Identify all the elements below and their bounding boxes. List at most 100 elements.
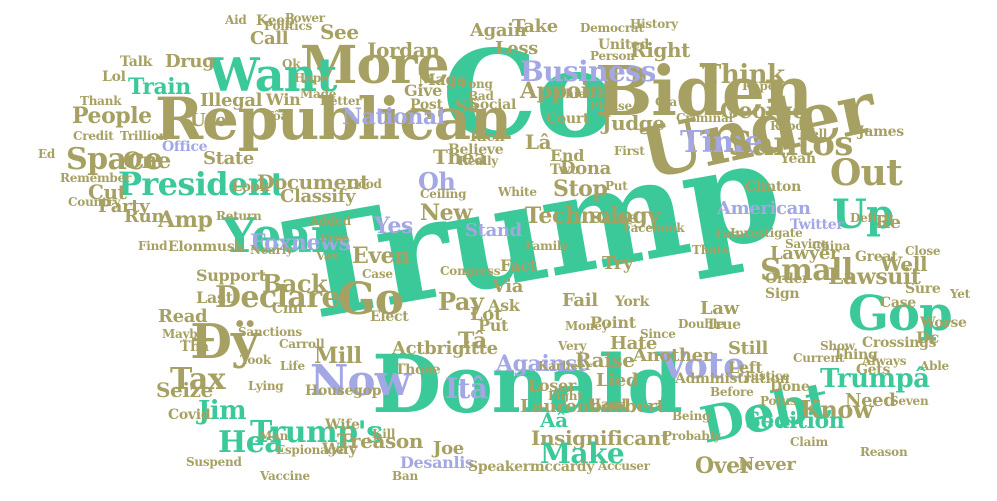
cloud-word: Cnn (272, 301, 303, 317)
cloud-word: Saying (785, 237, 829, 251)
cloud-word: Technology (525, 203, 660, 229)
cloud-word: Small (760, 253, 853, 288)
cloud-word: Up (832, 191, 894, 238)
cloud-word: Politics (264, 19, 313, 33)
cloud-word: Suspend (186, 455, 242, 469)
cloud-word: Want (208, 48, 337, 102)
cloud-word: Back (262, 269, 328, 298)
cloud-word: Stand (465, 220, 522, 241)
cloud-word: Court (546, 111, 590, 127)
cloud-word: Santos (728, 124, 853, 164)
cloud-word: Tôa (265, 109, 289, 123)
cloud-word: New (420, 200, 472, 226)
cloud-word: Lied (596, 370, 639, 391)
cloud-word: Maybe (162, 327, 205, 341)
cloud-word: Deficit (850, 211, 894, 225)
cloud-word: Win (266, 90, 301, 109)
cloud-word: Elect (370, 309, 409, 325)
cloud-word: Never (738, 454, 796, 475)
cloud-word: Tâ (458, 328, 487, 354)
cloud-word: Order (765, 271, 810, 287)
cloud-word: Housegop (305, 383, 382, 399)
cloud-word: Able (920, 359, 949, 373)
cloud-word: Vote (660, 345, 746, 387)
cloud-word: Twitter (790, 217, 844, 233)
cloud-word: Thea (433, 145, 487, 169)
cloud-word: Re (875, 212, 901, 233)
cloud-word: Again (470, 20, 527, 41)
cloud-word: First (614, 144, 645, 158)
cloud-word: Worse (920, 315, 967, 331)
cloud-word: Reason (860, 445, 908, 459)
cloud-word: Since (640, 327, 676, 341)
cloud-word: Oh (418, 167, 456, 196)
cloud-word: Criminal (676, 111, 733, 125)
cloud-word: Try (602, 253, 633, 274)
cloud-word: Put (605, 179, 628, 193)
cloud-word: Foxnews (250, 230, 351, 256)
cloud-word: Nearly (250, 243, 293, 257)
cloud-word: True (706, 317, 741, 333)
cloud-word: Case (362, 267, 393, 281)
cloud-word: Probably (663, 429, 721, 443)
cloud-word: Tax (170, 362, 226, 397)
cloud-word: Long (460, 77, 493, 91)
cloud-word: Added (310, 214, 351, 228)
cloud-word: Business (520, 55, 656, 88)
cloud-word: Think (702, 60, 785, 90)
cloud-word: American (717, 198, 811, 219)
cloud-word: Stop (553, 176, 608, 202)
cloud-word: Judge (602, 111, 665, 135)
cloud-word: Out (830, 152, 903, 194)
cloud-word: Thats (692, 243, 729, 257)
cloud-word: Heâ (218, 425, 284, 460)
cloud-word: Space (66, 142, 163, 177)
cloud-word: Illegal (200, 90, 263, 111)
cloud-word: Go (338, 274, 404, 325)
cloud-word: Treason (337, 429, 423, 453)
cloud-word: Dc (916, 328, 939, 347)
cloud-word: State (203, 148, 254, 169)
cloud-word: Lot (470, 304, 502, 325)
cloud-word: Donald (372, 337, 683, 431)
cloud-word: Read (158, 306, 208, 327)
cloud-word: Fight (548, 389, 583, 403)
cloud-word: Actbrigitte (392, 338, 498, 359)
cloud-word: Appoint (520, 78, 614, 104)
cloud-word: Year (222, 208, 336, 264)
cloud-word: Sedition (745, 408, 845, 434)
cloud-word: Jordan (367, 38, 440, 62)
cloud-word: Country (68, 195, 121, 209)
cloud-word: Ed (38, 147, 56, 161)
cloud-word: Seize (156, 378, 213, 402)
cloud-word: Great (855, 249, 898, 265)
cloud-word: Carroll (279, 337, 325, 351)
cloud-word: Sâ (455, 96, 479, 117)
cloud-word: Rich (470, 129, 505, 145)
cloud-word: End (550, 146, 585, 165)
cloud-word: Find (138, 239, 168, 253)
cloud-word: See (320, 20, 359, 44)
cloud-word: Thank (80, 94, 122, 108)
cloud-word: Co (442, 24, 615, 165)
cloud-word: Thâ (180, 339, 209, 355)
cloud-word: Less (495, 38, 538, 59)
cloud-word: Ban (392, 469, 418, 483)
cloud-word: Justice (745, 369, 790, 383)
cloud-word: Take (512, 16, 558, 37)
cloud-word: Covid (168, 407, 211, 423)
cloud-word: James (858, 124, 904, 140)
cloud-word: Look (232, 179, 270, 195)
cloud-word: Post (410, 97, 443, 113)
cloud-word: Jim (198, 396, 247, 426)
cloud-word: Put (478, 316, 509, 335)
cloud-word: Social (470, 97, 517, 113)
cloud-word: Mill (314, 343, 362, 369)
cloud-word: Yet (950, 287, 970, 301)
cloud-word: Give (404, 81, 442, 100)
cloud-word: Ok (282, 57, 301, 71)
cloud-word: Claim (790, 435, 828, 449)
cloud-word: Sure (905, 281, 941, 297)
cloud-word: Lawsuit (828, 264, 921, 290)
